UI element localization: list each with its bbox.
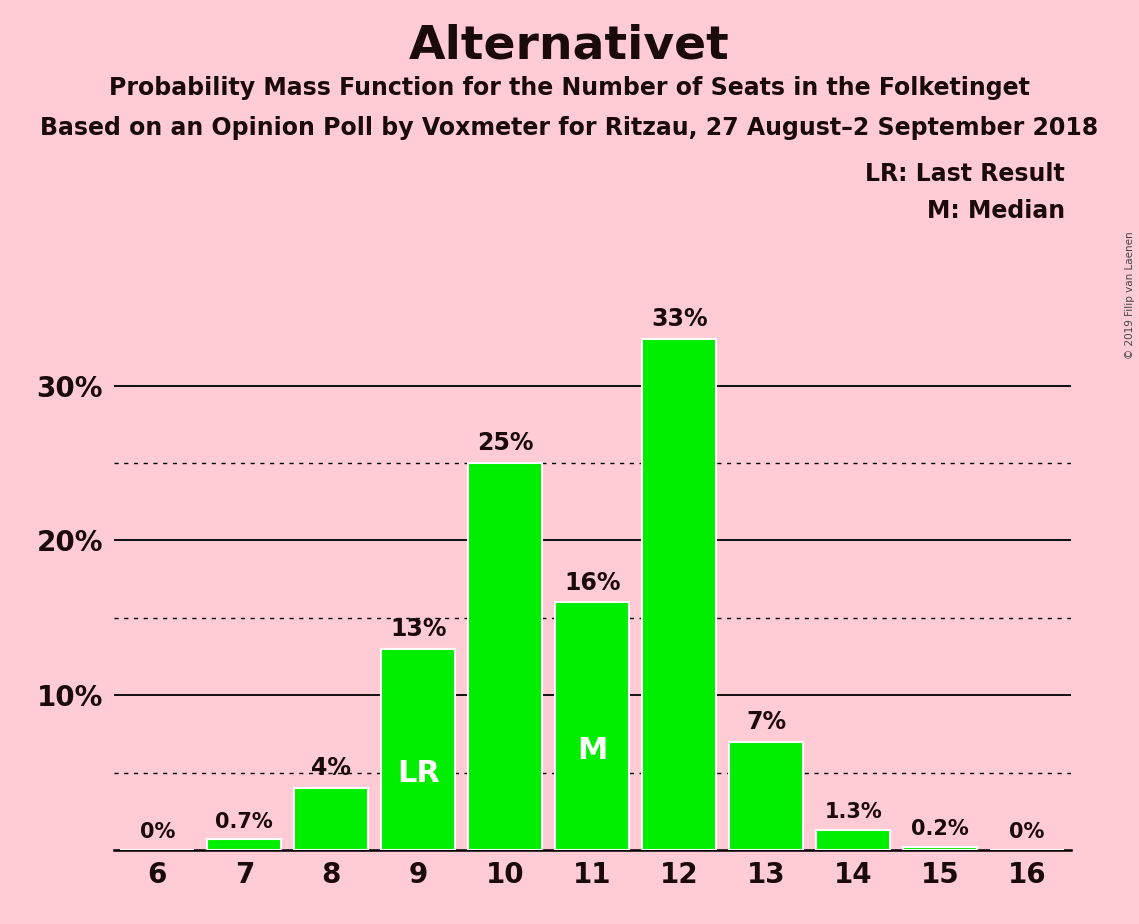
Text: 0.7%: 0.7%	[215, 811, 273, 832]
Text: 0%: 0%	[1009, 822, 1044, 843]
Bar	[556, 602, 629, 850]
Text: © 2019 Filip van Laenen: © 2019 Filip van Laenen	[1125, 231, 1134, 359]
Bar	[903, 847, 977, 850]
Text: 7%: 7%	[746, 710, 786, 734]
Text: Based on an Opinion Poll by Voxmeter for Ritzau, 27 August–2 September 2018: Based on an Opinion Poll by Voxmeter for…	[40, 116, 1099, 140]
Text: 4%: 4%	[311, 757, 351, 781]
Text: 1.3%: 1.3%	[825, 802, 882, 822]
Text: M: Median: M: Median	[927, 199, 1065, 223]
Bar	[468, 463, 542, 850]
Bar	[207, 839, 281, 850]
Text: 0.2%: 0.2%	[911, 820, 969, 839]
Bar	[817, 830, 891, 850]
Bar	[729, 742, 803, 850]
Text: Probability Mass Function for the Number of Seats in the Folketinget: Probability Mass Function for the Number…	[109, 76, 1030, 100]
Bar	[642, 339, 716, 850]
Text: LR: LR	[396, 760, 440, 788]
Text: LR: Last Result: LR: Last Result	[866, 162, 1065, 186]
Text: 25%: 25%	[477, 432, 533, 456]
Text: 0%: 0%	[140, 822, 175, 843]
Text: 13%: 13%	[390, 617, 446, 641]
Bar	[294, 788, 368, 850]
Text: M: M	[577, 736, 607, 765]
Text: 16%: 16%	[564, 571, 621, 595]
Text: Alternativet: Alternativet	[409, 23, 730, 68]
Text: 33%: 33%	[652, 308, 707, 332]
Bar	[382, 649, 456, 850]
